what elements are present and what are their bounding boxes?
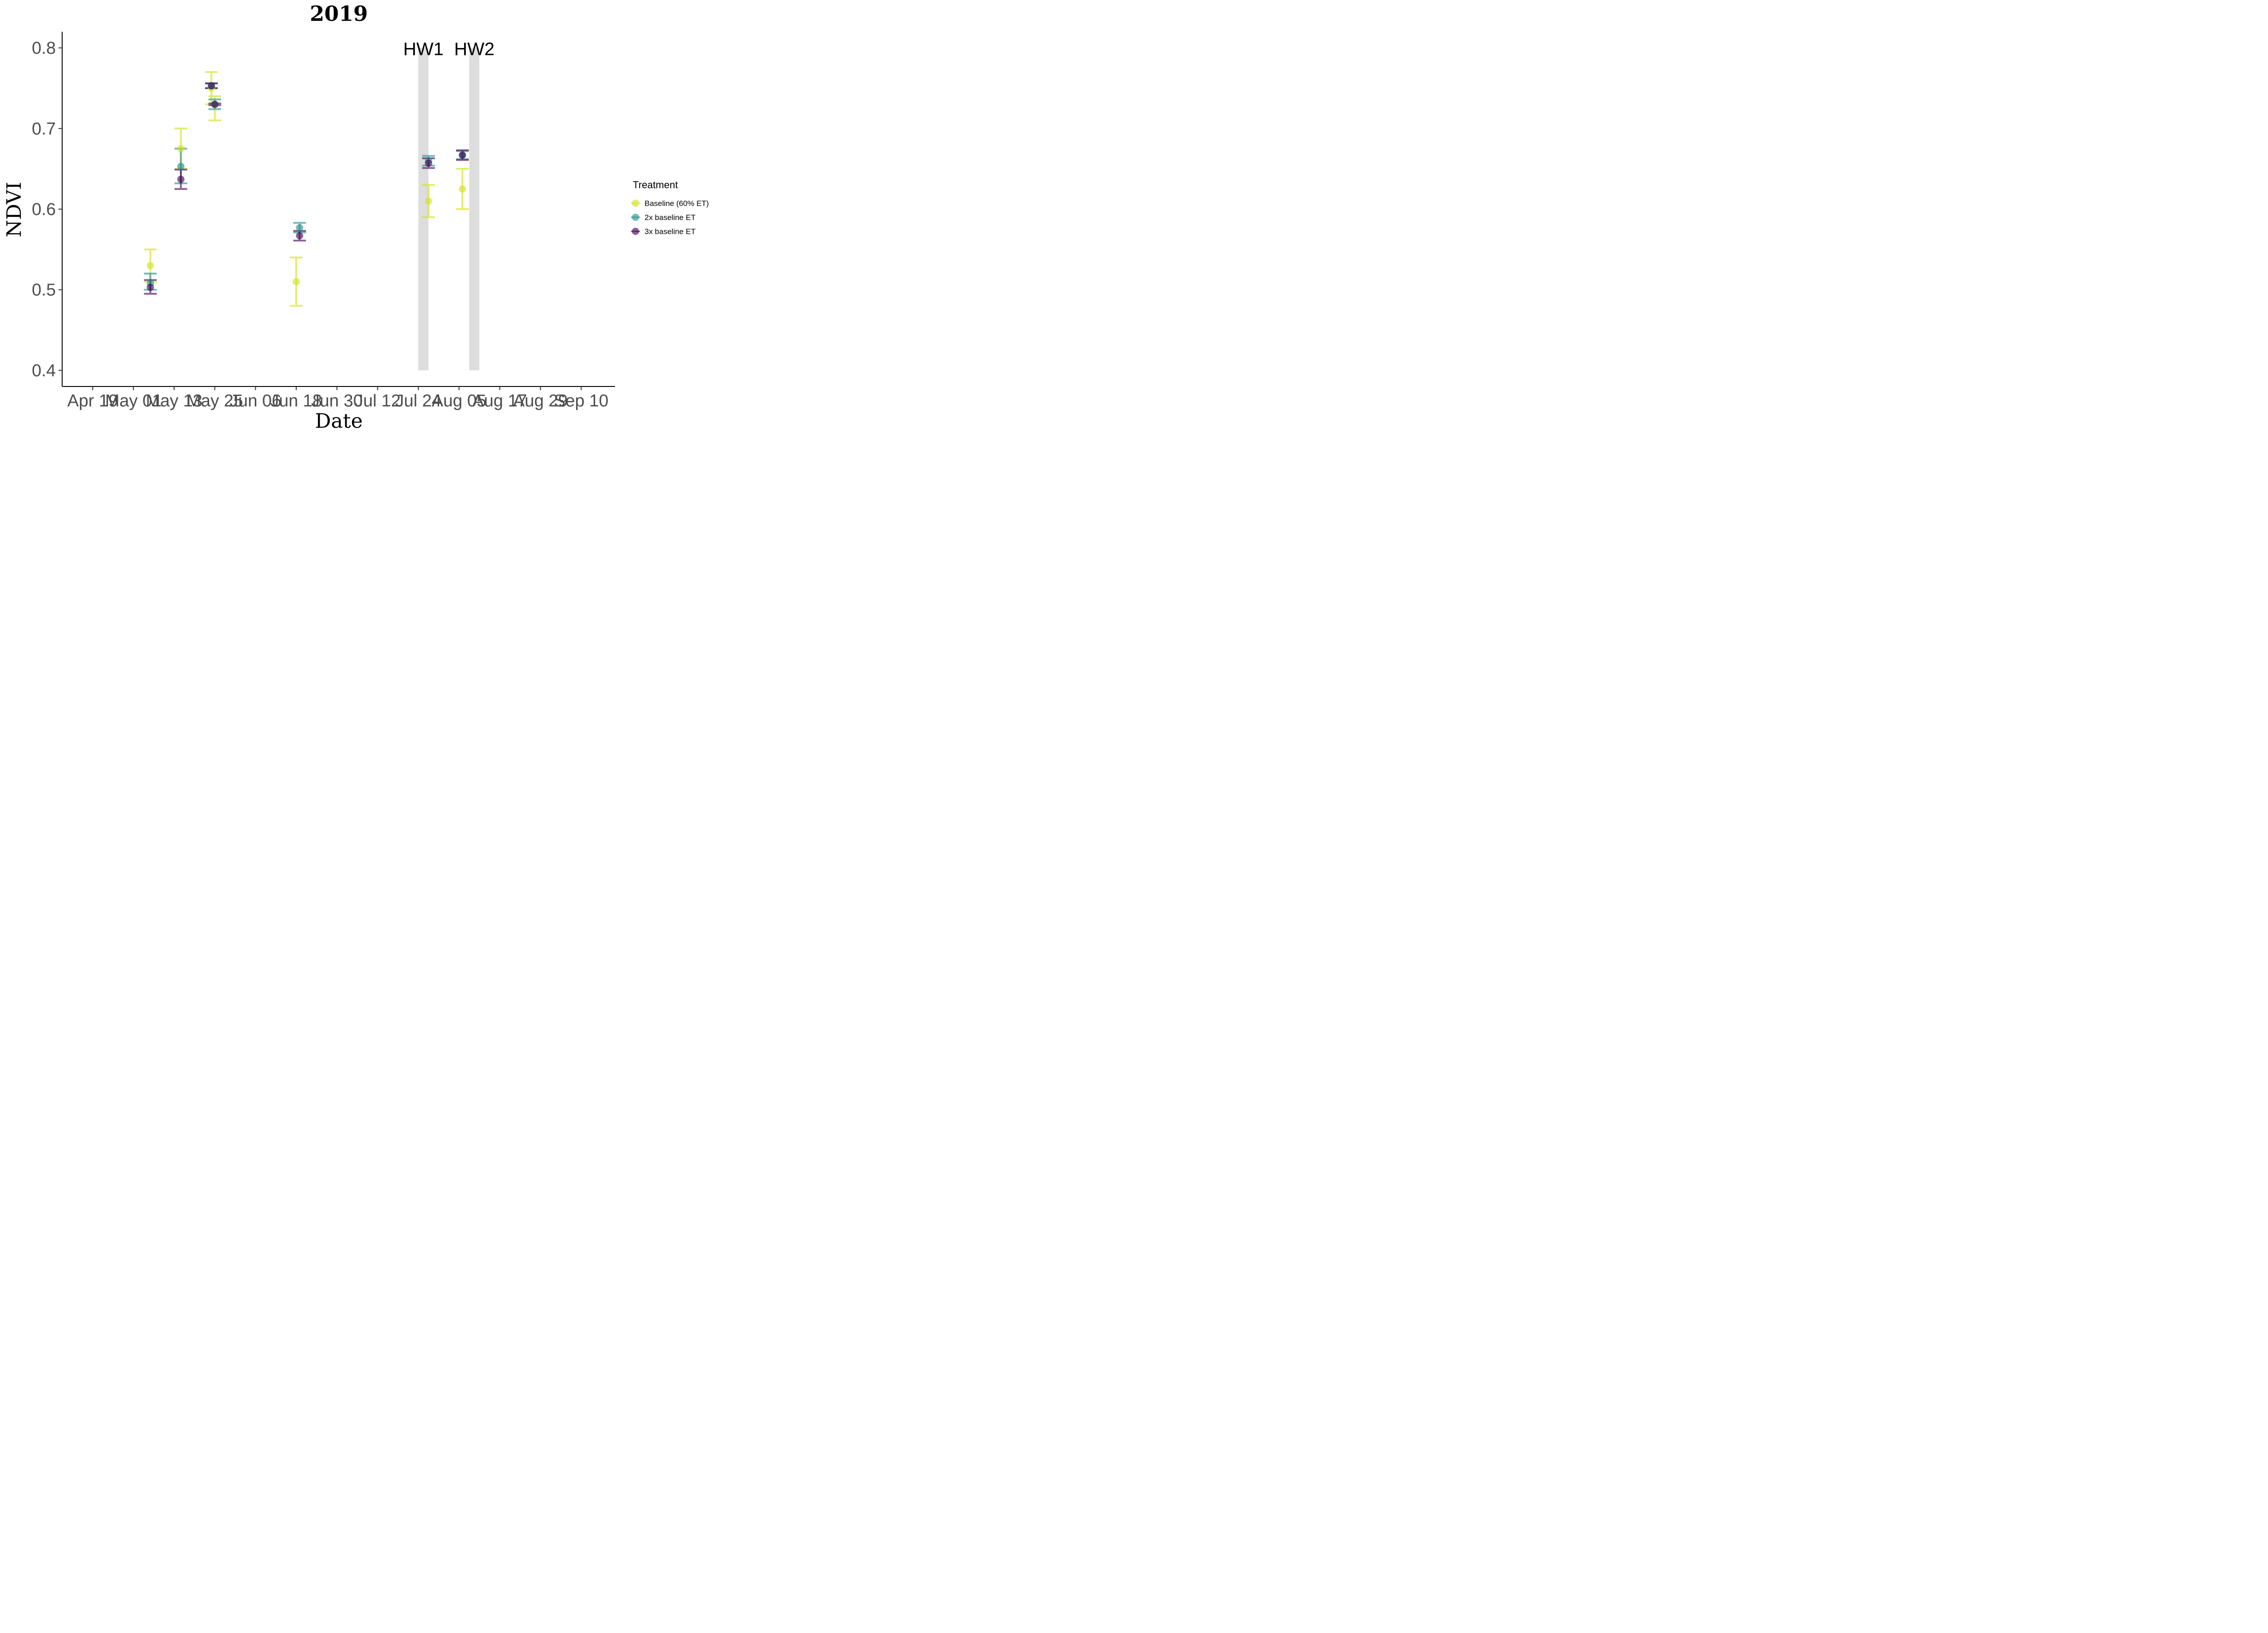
data-point <box>296 224 303 231</box>
legend-key <box>632 214 639 221</box>
heatwave-label-1: HW1 <box>403 39 444 59</box>
data-point <box>147 284 154 291</box>
data-point <box>459 151 466 159</box>
y-tick-label: 0.6 <box>32 200 56 219</box>
x-tick-label: May 01 <box>105 391 162 411</box>
data-point <box>211 100 219 108</box>
x-tick-label: Jul 12 <box>355 391 401 411</box>
y-tick-label: 0.8 <box>32 39 56 58</box>
heatwave-label-2: HW2 <box>454 39 494 59</box>
data-point <box>147 262 154 269</box>
x-tick-label: May 13 <box>146 391 202 411</box>
data-point <box>208 82 215 90</box>
legend-key <box>632 228 639 235</box>
data-point <box>293 278 300 285</box>
data-point <box>177 145 185 152</box>
data-point <box>177 176 185 183</box>
x-tick-label: Aug 29 <box>513 391 567 411</box>
x-axis-title: Date <box>315 410 362 433</box>
y-axis-ticks: 0.4 0.5 0.6 0.7 0.8 <box>32 39 62 380</box>
x-tick-label: Jul 24 <box>396 391 441 411</box>
legend-key <box>632 200 639 207</box>
legend-title: Treatment <box>633 179 678 191</box>
x-tick-label: Aug 17 <box>473 391 527 411</box>
x-tick-label: Jun 06 <box>230 391 281 411</box>
data-point <box>296 232 303 240</box>
x-tick-label: Jun 30 <box>311 391 363 411</box>
data-point <box>425 197 432 205</box>
x-tick-label: Aug 05 <box>432 391 486 411</box>
y-axis-title: NDVI <box>3 182 26 237</box>
y-tick-label: 0.5 <box>32 281 56 300</box>
data-point <box>177 162 185 170</box>
legend-label: Baseline (60% ET) <box>645 199 709 208</box>
y-tick-label: 0.7 <box>32 119 56 138</box>
heatwave-band-2 <box>469 48 479 371</box>
data-point <box>459 185 466 193</box>
legend: Treatment Baseline (60% ET) 2x baseline E… <box>631 179 709 236</box>
data-point <box>425 159 432 167</box>
heatwave-bands: HW1 HW2 <box>403 39 494 371</box>
y-tick-label: 0.4 <box>32 361 56 380</box>
legend-label: 3x baseline ET <box>645 227 695 236</box>
x-tick-label: Sep 10 <box>554 391 608 411</box>
heatwave-band-1 <box>418 48 429 371</box>
axes <box>62 32 615 387</box>
chart-title: 2019 <box>310 1 368 26</box>
x-tick-label: Apr 19 <box>67 391 118 411</box>
x-tick-label: May 25 <box>186 391 243 411</box>
x-tick-label: Jun 18 <box>270 391 322 411</box>
data-points <box>147 82 466 291</box>
legend-label: 2x baseline ET <box>645 213 695 222</box>
